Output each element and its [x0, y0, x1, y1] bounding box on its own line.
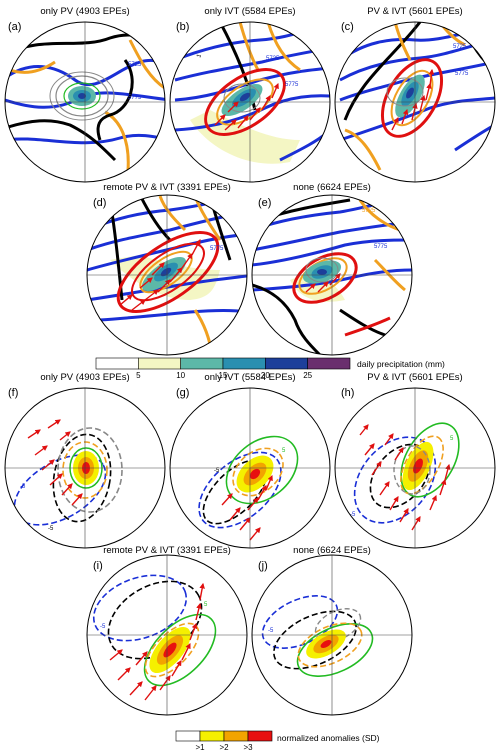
precip-colorbar-swatch [138, 357, 181, 370]
panel-h: PV & IVT (5601 EPEs) (h) [334, 372, 496, 549]
panel-e-title: none (6624 EPEs) [293, 182, 371, 193]
precip-colorbar-swatch [222, 357, 266, 370]
svg-text:-5: -5 [100, 624, 106, 630]
anomaly-colorbar-swatch [175, 730, 201, 742]
panel-g-title: only IVT (5584 EPEs) [204, 372, 295, 383]
svg-text:5725: 5725 [362, 208, 376, 214]
precip-colorbar-tick: 15 [219, 371, 228, 380]
precip-colorbar-tick: 5 [136, 371, 141, 380]
panel-d-label: (d) [93, 197, 106, 209]
panel-g-label: (g) [176, 387, 189, 399]
svg-text:5775: 5775 [210, 246, 224, 252]
panel-h-title: PV & IVT (5601 EPEs) [367, 372, 462, 383]
panel-a: only PV (4903 EPEs) (a) 5725 5775 [4, 6, 166, 183]
panel-f: only PV (4903 EPEs) (f) -5 -5 [4, 372, 166, 549]
svg-text:5: 5 [450, 436, 454, 442]
panel-b-title: only IVT (5584 EPEs) [204, 6, 295, 17]
svg-text:5725: 5725 [128, 62, 142, 68]
svg-text:-5: -5 [268, 628, 274, 634]
panel-i: remote PV & IVT (3391 EPEs) (i) [86, 545, 248, 716]
panel-g: only IVT (5584 EPEs) (g) -5 5 [169, 372, 331, 549]
svg-text:5725: 5725 [266, 56, 280, 62]
precip-colorbar-swatch [265, 357, 308, 370]
panel-d: remote PV & IVT (3391 EPEs) (d) [86, 182, 248, 356]
anomaly-colorbar-swatch [247, 730, 273, 742]
panel-c-title: PV & IVT (5601 EPEs) [367, 6, 462, 17]
anomaly-colorbar-label: normalized anomalies (SD) [277, 733, 380, 743]
precip-colorbar-label: daily precipitation (mm) [357, 359, 445, 369]
panel-j: none (6624 EPEs) (j) -5 [251, 545, 413, 716]
precip-colorbar-tick: 20 [261, 371, 270, 380]
svg-text:5725: 5725 [453, 44, 467, 50]
svg-text:5: 5 [204, 602, 208, 608]
panel-d-title: remote PV & IVT (3391 EPEs) [103, 182, 231, 193]
anomaly-colorbar-tick: >3 [243, 743, 253, 752]
anomaly-colorbar-tick: >1 [195, 743, 205, 752]
panel-i-label: (i) [93, 560, 103, 572]
precip-colorbar-tick: 25 [303, 371, 312, 380]
panel-i-title: remote PV & IVT (3391 EPEs) [103, 545, 231, 556]
panel-c-label: (c) [341, 21, 354, 33]
svg-text:5775: 5775 [285, 82, 299, 88]
svg-text:5775: 5775 [374, 244, 388, 250]
svg-text:1: 1 [196, 53, 203, 59]
precip-colorbar: 5 10 15 20 25 daily precipitation (mm) [95, 357, 445, 380]
panel-a-label: (a) [8, 21, 21, 33]
panel-f-label: (f) [8, 387, 18, 399]
panel-c: PV & IVT (5601 EPEs) (c) [334, 6, 496, 183]
panel-j-label: (j) [258, 560, 268, 572]
svg-text:5775: 5775 [128, 95, 142, 101]
precip-colorbar-tick: 10 [176, 371, 185, 380]
svg-text:5: 5 [282, 448, 286, 454]
svg-text:-5: -5 [350, 512, 356, 518]
svg-text:5775: 5775 [455, 71, 469, 77]
anomaly-colorbar: >1 >2 >3 normalized anomalies (SD) [175, 730, 380, 752]
panel-e: none (6624 EPEs) (e) 5 [251, 182, 413, 356]
anomaly-colorbar-swatch [199, 730, 225, 742]
panel-f-title: only PV (4903 EPEs) [40, 372, 129, 383]
anomaly-colorbar-tick: >2 [219, 743, 229, 752]
panel-b-label: (b) [176, 21, 189, 33]
panel-j-title: none (6624 EPEs) [293, 545, 371, 556]
panel-h-label: (h) [341, 387, 354, 399]
svg-text:-5: -5 [214, 468, 220, 474]
panel-a-title: only PV (4903 EPEs) [40, 6, 129, 17]
svg-text:-5: -5 [20, 484, 26, 490]
anomaly-colorbar-swatch [223, 730, 249, 742]
precip-colorbar-swatch [180, 357, 224, 370]
precip-colorbar-swatch [95, 357, 139, 370]
precip-colorbar-swatch [307, 357, 351, 370]
svg-text:-5: -5 [48, 526, 54, 532]
panel-e-label: (e) [258, 197, 271, 209]
panel-b: only IVT (5584 EPEs) (b) [169, 6, 331, 183]
